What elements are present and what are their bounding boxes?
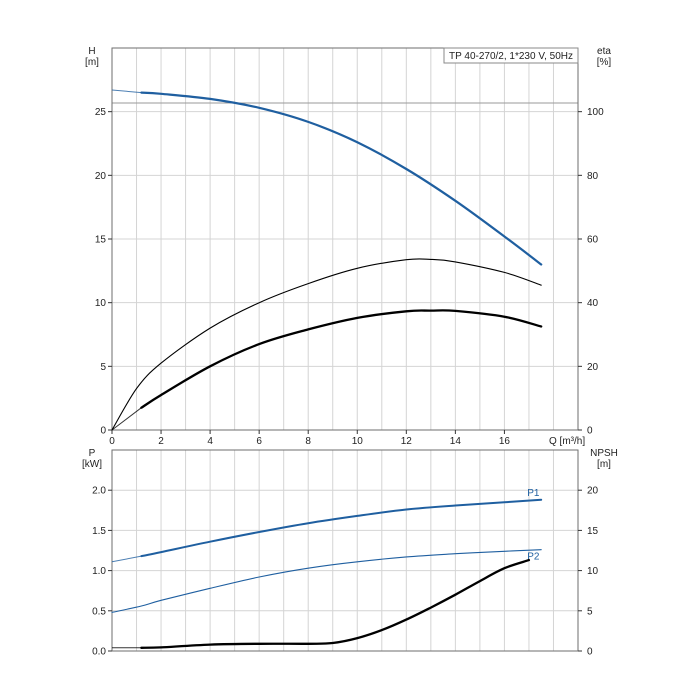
chart-title-box (443, 47, 579, 64)
y-axis-label-right-name: NPSH (590, 448, 618, 459)
y-tick-label-left: 0 (100, 426, 106, 437)
series-p1-label: P1 (527, 488, 540, 499)
x-tick-label: 6 (256, 436, 262, 447)
y-axis-label-left-name: H (88, 46, 95, 57)
power-npsh-plot: P1 P2 (108, 449, 582, 652)
series-p2-label: P2 (527, 552, 540, 563)
y-tick-label-left: 25 (95, 107, 107, 118)
series-p1-extension (111, 555, 142, 563)
x-tick-label: 14 (450, 436, 462, 447)
y-tick-label-left: 0.0 (92, 647, 106, 658)
y-tick-label-right: 20 (587, 486, 599, 497)
head-efficiency-plot (108, 47, 582, 434)
y-tick-label-left: 5 (100, 362, 106, 373)
plot-frame (111, 449, 579, 652)
curve-1-3-line (140, 309, 543, 409)
curve-1-3-extension (111, 407, 142, 431)
curve-2-3-line (140, 558, 531, 649)
x-axis-label: Q [m³/h] (549, 436, 585, 447)
y-tick-label-right: 0 (587, 647, 593, 658)
x-tick-label: 8 (305, 436, 311, 447)
y-axis-label-right-unit: [m] (597, 459, 611, 470)
y-tick-label-left: 20 (95, 171, 107, 182)
x-tick-label: 4 (207, 436, 213, 447)
y-tick-label-right: 0 (587, 426, 593, 437)
x-tick-label: 0 (109, 436, 115, 447)
y-tick-label-right: 40 (587, 298, 599, 309)
y-tick-label-right: 20 (587, 362, 599, 373)
x-tick-label: 10 (352, 436, 364, 447)
y-tick-label-left: 0.5 (92, 606, 106, 617)
y-tick-label-left: 1.0 (92, 566, 106, 577)
y-tick-label-right: 100 (587, 107, 604, 118)
x-tick-label: 12 (401, 436, 413, 447)
series-p1-line (140, 498, 543, 558)
curve-1-2-line (111, 258, 542, 431)
y-axis-label-left-name: P (89, 448, 96, 459)
x-tick-label: 2 (158, 436, 164, 447)
y-tick-label-left: 1.5 (92, 526, 106, 537)
chart-title: TP 40-270/2, 1*230 V, 50Hz (449, 51, 573, 62)
y-axis-label-right-unit: [%] (597, 57, 612, 68)
y-tick-label-right: 80 (587, 171, 599, 182)
y-tick-label-right: 10 (587, 566, 599, 577)
y-tick-label-left: 15 (95, 235, 107, 246)
y-axis-label-left-unit: [kW] (82, 459, 102, 470)
y-tick-label-right: 15 (587, 526, 599, 537)
y-tick-label-right: 5 (587, 606, 593, 617)
curve-1-1-line (140, 91, 543, 266)
y-tick-label-left: 2.0 (92, 486, 106, 497)
y-tick-label-left: 10 (95, 298, 107, 309)
y-tick-label-right: 60 (587, 235, 599, 246)
y-axis-label-right-name: eta (597, 46, 611, 57)
x-tick-label: 16 (499, 436, 511, 447)
curve-1-1-extension (111, 89, 142, 94)
y-axis-label-left-unit: [m] (85, 57, 99, 68)
series-p2-line (111, 549, 542, 613)
